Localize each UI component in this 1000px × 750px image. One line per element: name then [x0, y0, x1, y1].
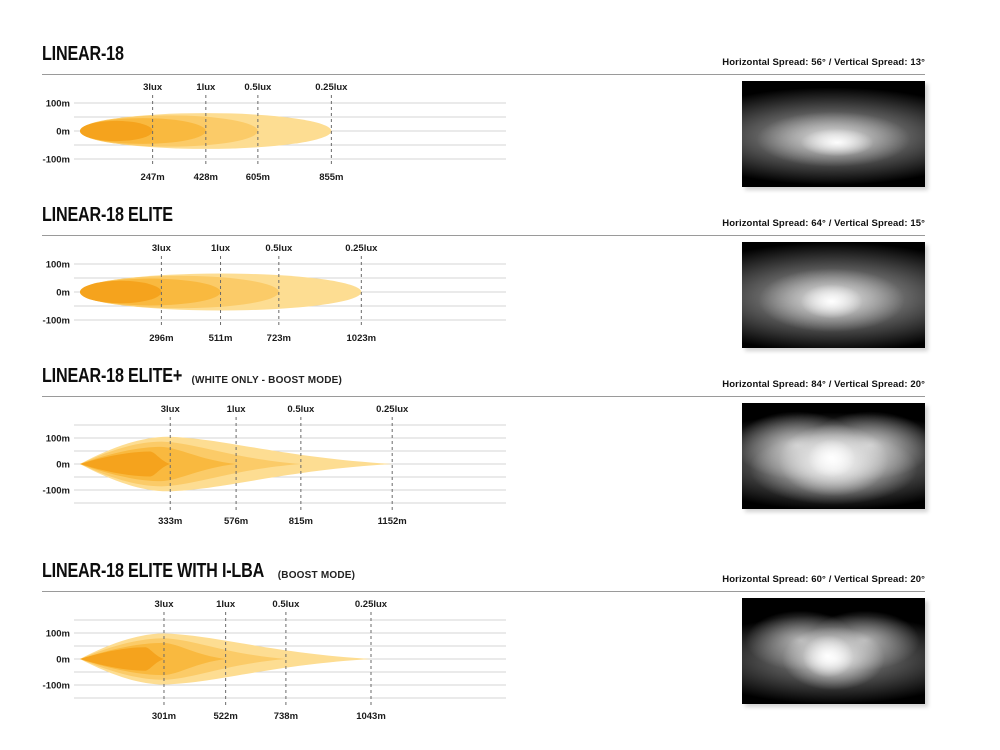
spread-info: Horizontal Spread: 64° / Vertical Spread…: [722, 218, 925, 229]
section-content: 100m 0m -100m 3lux 296m 1lux 511m 0.5lux 723m 0.2…: [42, 238, 925, 348]
svg-text:-100m: -100m: [43, 155, 70, 166]
svg-text:0m: 0m: [56, 460, 70, 471]
section-content: 100m 0m -100m 3lux 247m 1lux 428m 0.5lux 605m 0.2…: [42, 77, 925, 187]
svg-text:0.25lux: 0.25lux: [376, 404, 409, 415]
svg-text:0m: 0m: [56, 127, 70, 138]
svg-text:100m: 100m: [46, 260, 70, 271]
svg-text:0.5lux: 0.5lux: [272, 599, 300, 610]
svg-text:100m: 100m: [46, 629, 70, 640]
section-header: LINEAR-18 ELITE Horizontal Spread: 64° /…: [42, 203, 925, 236]
section-title-row: LINEAR-18 ELITE: [42, 203, 182, 230]
svg-text:3lux: 3lux: [161, 404, 181, 415]
svg-text:576m: 576m: [224, 516, 248, 527]
section-title: LINEAR-18 ELITE WITH I-LBA: [42, 559, 265, 582]
svg-text:1043m: 1043m: [356, 711, 386, 722]
svg-text:1152m: 1152m: [378, 516, 407, 527]
svg-text:301m: 301m: [152, 711, 176, 722]
svg-text:1023m: 1023m: [347, 333, 377, 344]
section-subtitle: (WHITE ONLY - BOOST MODE): [191, 375, 343, 386]
spread-info: Horizontal Spread: 84° / Vertical Spread…: [722, 379, 925, 390]
svg-text:855m: 855m: [319, 172, 343, 183]
svg-text:1lux: 1lux: [227, 404, 247, 415]
svg-text:3lux: 3lux: [143, 82, 163, 93]
svg-text:511m: 511m: [209, 333, 233, 344]
svg-text:247m: 247m: [140, 172, 164, 183]
section-title: LINEAR-18: [42, 42, 124, 65]
svg-text:0m: 0m: [56, 288, 70, 299]
section-content: 100m 0m -100m 3lux 333m 1lux 576m 0.5lux 815m 0.2…: [42, 399, 925, 529]
svg-text:1lux: 1lux: [196, 82, 216, 93]
svg-text:738m: 738m: [274, 711, 298, 722]
beam-pattern-chart: 100m 0m -100m 3lux 247m 1lux 428m 0.5lux 605m 0.2…: [43, 82, 506, 183]
svg-text:815m: 815m: [289, 516, 313, 527]
beam-photo: [742, 598, 925, 704]
spread-info: Horizontal Spread: 60° / Vertical Spread…: [722, 574, 925, 585]
section-title: LINEAR-18 ELITE: [42, 203, 173, 226]
svg-text:605m: 605m: [246, 172, 270, 183]
svg-text:3lux: 3lux: [152, 243, 172, 254]
beam-pattern-chart: 100m 0m -100m 3lux 333m 1lux 576m 0.5lux 815m 0.2…: [43, 404, 506, 527]
page: LINEAR-18 Horizontal Spread: 56° / Verti…: [42, 42, 925, 724]
svg-text:296m: 296m: [149, 333, 173, 344]
section-header: LINEAR-18 ELITE+ (WHITE ONLY - BOOST MODE…: [42, 364, 925, 397]
svg-text:0.25lux: 0.25lux: [355, 599, 388, 610]
svg-text:522m: 522m: [213, 711, 237, 722]
beam-pattern-chart: 100m 0m -100m 3lux 296m 1lux 511m 0.5lux 723m 0.2…: [43, 243, 506, 344]
svg-text:333m: 333m: [158, 516, 182, 527]
section-header: LINEAR-18 ELITE WITH I-LBA (BOOST MODE) H…: [42, 559, 925, 592]
beam-photo: [742, 81, 925, 187]
section-header: LINEAR-18 Horizontal Spread: 56° / Verti…: [42, 42, 925, 75]
beam-photo: [742, 403, 925, 509]
svg-text:0m: 0m: [56, 655, 70, 666]
svg-text:100m: 100m: [46, 434, 70, 445]
svg-text:-100m: -100m: [43, 681, 70, 692]
svg-text:0.5lux: 0.5lux: [244, 82, 272, 93]
section-title: LINEAR-18 ELITE+: [42, 364, 183, 387]
svg-text:0.25lux: 0.25lux: [315, 82, 348, 93]
svg-text:-100m: -100m: [43, 486, 70, 497]
beam-pattern-chart: 100m 0m -100m 3lux 301m 1lux 522m 0.5lux 738m 0.2…: [43, 599, 506, 722]
svg-text:0.5lux: 0.5lux: [287, 404, 315, 415]
section-title-row: LINEAR-18: [42, 42, 130, 69]
svg-text:1lux: 1lux: [216, 599, 236, 610]
svg-text:3lux: 3lux: [154, 599, 174, 610]
svg-text:428m: 428m: [194, 172, 218, 183]
svg-text:0.25lux: 0.25lux: [345, 243, 378, 254]
svg-text:100m: 100m: [46, 99, 70, 110]
section-content: 100m 0m -100m 3lux 301m 1lux 522m 0.5lux 738m 0.2…: [42, 594, 925, 724]
svg-text:-100m: -100m: [43, 316, 70, 327]
svg-text:0.5lux: 0.5lux: [265, 243, 293, 254]
svg-text:1lux: 1lux: [211, 243, 231, 254]
spread-info: Horizontal Spread: 56° / Vertical Spread…: [722, 57, 925, 68]
section-linear-18-elite-ilba: LINEAR-18 ELITE WITH I-LBA (BOOST MODE) H…: [42, 559, 925, 724]
beam-photo: [742, 242, 925, 348]
svg-text:723m: 723m: [267, 333, 291, 344]
section-title-row: LINEAR-18 ELITE WITH I-LBA (BOOST MODE): [42, 559, 356, 586]
section-linear-18-elite: LINEAR-18 ELITE Horizontal Spread: 64° /…: [42, 203, 925, 348]
section-linear-18: LINEAR-18 Horizontal Spread: 56° / Verti…: [42, 42, 925, 187]
section-linear-18-elite-plus: LINEAR-18 ELITE+ (WHITE ONLY - BOOST MODE…: [42, 364, 925, 529]
section-subtitle: (BOOST MODE): [277, 570, 356, 581]
section-title-row: LINEAR-18 ELITE+ (WHITE ONLY - BOOST MODE…: [42, 364, 343, 391]
